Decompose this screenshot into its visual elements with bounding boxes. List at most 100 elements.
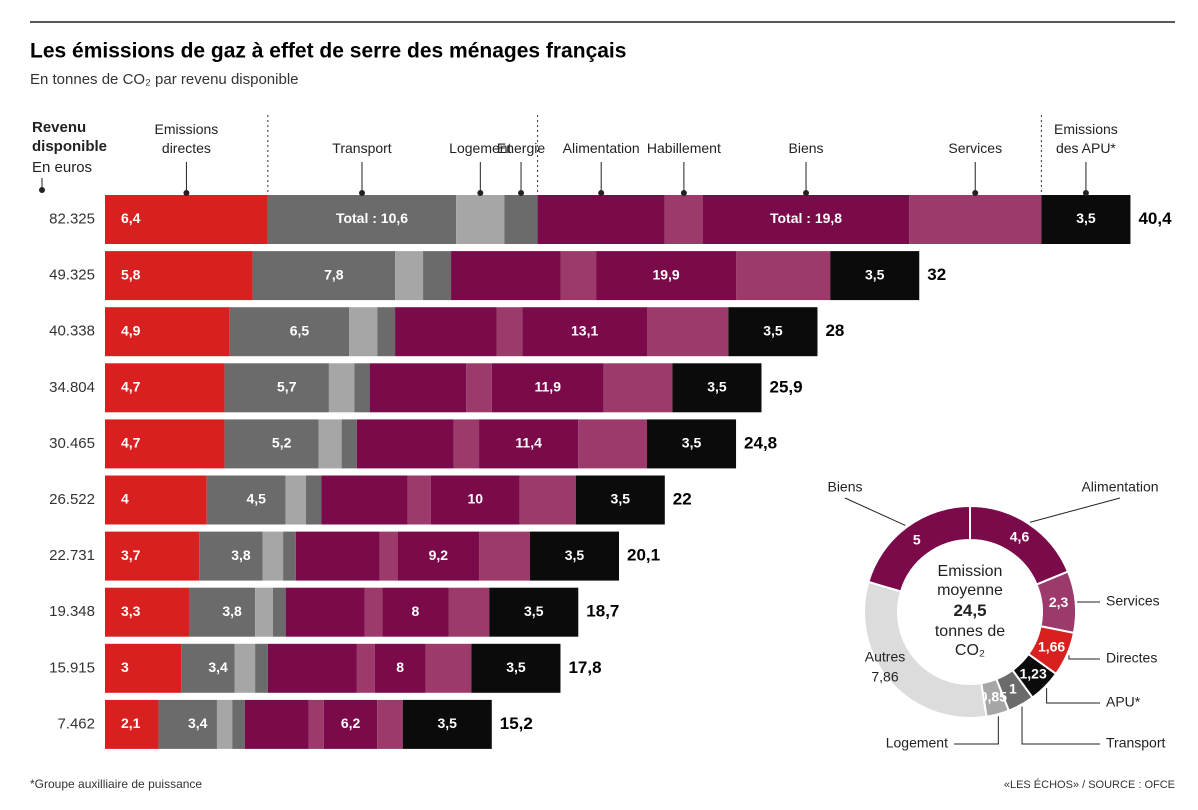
- bar-segment: [397, 531, 480, 581]
- bar-segment: [234, 643, 256, 693]
- slice-value: 1,23: [1020, 665, 1047, 681]
- bar-segment: [448, 587, 490, 637]
- column-header: Transport: [332, 140, 392, 156]
- header-dot: [680, 190, 687, 196]
- row-label: 30.465: [49, 435, 95, 452]
- bar-segment: [377, 307, 396, 357]
- slice-name: Alimentation: [1081, 479, 1158, 495]
- column-header: Biens: [788, 140, 824, 156]
- group-total-label: 19,9: [652, 266, 679, 282]
- bar-segment: [188, 587, 256, 637]
- group-total-label: 4,5: [246, 491, 266, 507]
- group-total-label: 11,4: [515, 435, 542, 451]
- y-label: Revenu disponible: [32, 119, 107, 155]
- value-label: 4: [121, 491, 129, 507]
- header-dot: [518, 190, 525, 196]
- bar-segment: [596, 251, 737, 301]
- column-header: Habillement: [646, 140, 721, 156]
- value-label: 4,9: [121, 322, 141, 338]
- header-dot: [598, 190, 605, 196]
- bar-segment: [519, 475, 576, 525]
- bar-segment: [395, 307, 497, 357]
- bar-segment: [232, 699, 245, 749]
- value-label: 3,3: [121, 603, 141, 619]
- bar-segment: [909, 195, 1042, 244]
- slice-leader: [1029, 497, 1121, 523]
- group-total-label: Total : 19,8: [770, 210, 842, 226]
- row-label: 26.522: [49, 491, 95, 508]
- bar-segment: [395, 251, 424, 301]
- bar-segment: [295, 531, 380, 581]
- bar-segment: [105, 307, 230, 357]
- bar-segment: [229, 307, 350, 357]
- slice-value: 7,86: [871, 669, 898, 685]
- total-label: 15,2: [500, 714, 533, 733]
- bar-segment: [224, 363, 329, 413]
- group-total-label: 8: [396, 659, 404, 675]
- row-label: 7.462: [57, 715, 95, 732]
- total-label: 22: [673, 489, 692, 508]
- slice-value: 1: [1009, 681, 1017, 697]
- value-label: 6,4: [121, 210, 141, 226]
- bar-segment: [283, 531, 296, 581]
- value-label: 3,5: [865, 266, 885, 282]
- bar-segment: [318, 419, 342, 469]
- bar-segment: [1041, 195, 1131, 244]
- group-total-label: 10: [467, 491, 483, 507]
- column-header: Emissions directes: [154, 121, 219, 156]
- bar-segment: [456, 195, 505, 244]
- bar-segment: [321, 475, 408, 525]
- row-label: 15.915: [49, 659, 95, 676]
- slice-name: Transport: [1106, 735, 1166, 751]
- total-label: 24,8: [744, 433, 777, 452]
- bar-segment: [491, 363, 604, 413]
- bar-segment: [736, 251, 831, 301]
- chart-title: Les émissions de gaz à effet de serre de…: [30, 40, 626, 63]
- bar-segment: [407, 475, 431, 525]
- bar-segment: [451, 251, 561, 301]
- bar-segment: [356, 419, 454, 469]
- slice-leader: [1046, 688, 1100, 704]
- bar-segment: [423, 251, 452, 301]
- bar-segment: [466, 363, 492, 413]
- value-label: 4,7: [121, 435, 141, 451]
- bar-segment: [379, 531, 398, 581]
- value-label: 3,5: [524, 603, 544, 619]
- y-unit: En euros: [32, 159, 93, 176]
- row-label: 19.348: [49, 603, 95, 620]
- bar-segment: [105, 587, 189, 637]
- slice-leader: [1068, 655, 1100, 660]
- bar-segment: [489, 587, 579, 637]
- value-label: 3,5: [611, 491, 631, 507]
- y-label-dot: [39, 187, 45, 193]
- total-label: 25,9: [769, 377, 802, 396]
- group-total-label: 3,4: [208, 659, 228, 675]
- total-label: 18,7: [586, 602, 619, 621]
- bar-segment: [354, 363, 370, 413]
- total-label: 40,4: [1138, 209, 1172, 228]
- bar-segment: [529, 531, 619, 581]
- row-label: 40.338: [49, 323, 95, 340]
- bar-segment: [522, 307, 647, 357]
- value-label: 3,5: [1076, 210, 1096, 226]
- total-label: 28: [825, 321, 844, 340]
- bar-segment: [479, 531, 530, 581]
- group-total-label: 5,7: [277, 379, 297, 395]
- group-total-label: 9,2: [429, 547, 449, 563]
- row-label: 49.325: [49, 267, 95, 284]
- bar-segment: [158, 699, 217, 749]
- value-label: 3,5: [763, 322, 783, 338]
- group-total-label: 6,5: [290, 322, 310, 338]
- bar-segment: [267, 195, 457, 244]
- bar-segment: [479, 419, 579, 469]
- column-header: Emissions des APU*: [1054, 121, 1118, 156]
- bar-segment: [105, 699, 159, 749]
- bar-segment: [369, 363, 467, 413]
- slice-name: Logement: [886, 735, 948, 751]
- group-total-label: Total : 10,6: [336, 210, 408, 226]
- bar-segment: [306, 475, 322, 525]
- bar-segment: [537, 195, 665, 244]
- slice-name: Biens: [827, 479, 862, 495]
- bar-segment: [272, 587, 286, 637]
